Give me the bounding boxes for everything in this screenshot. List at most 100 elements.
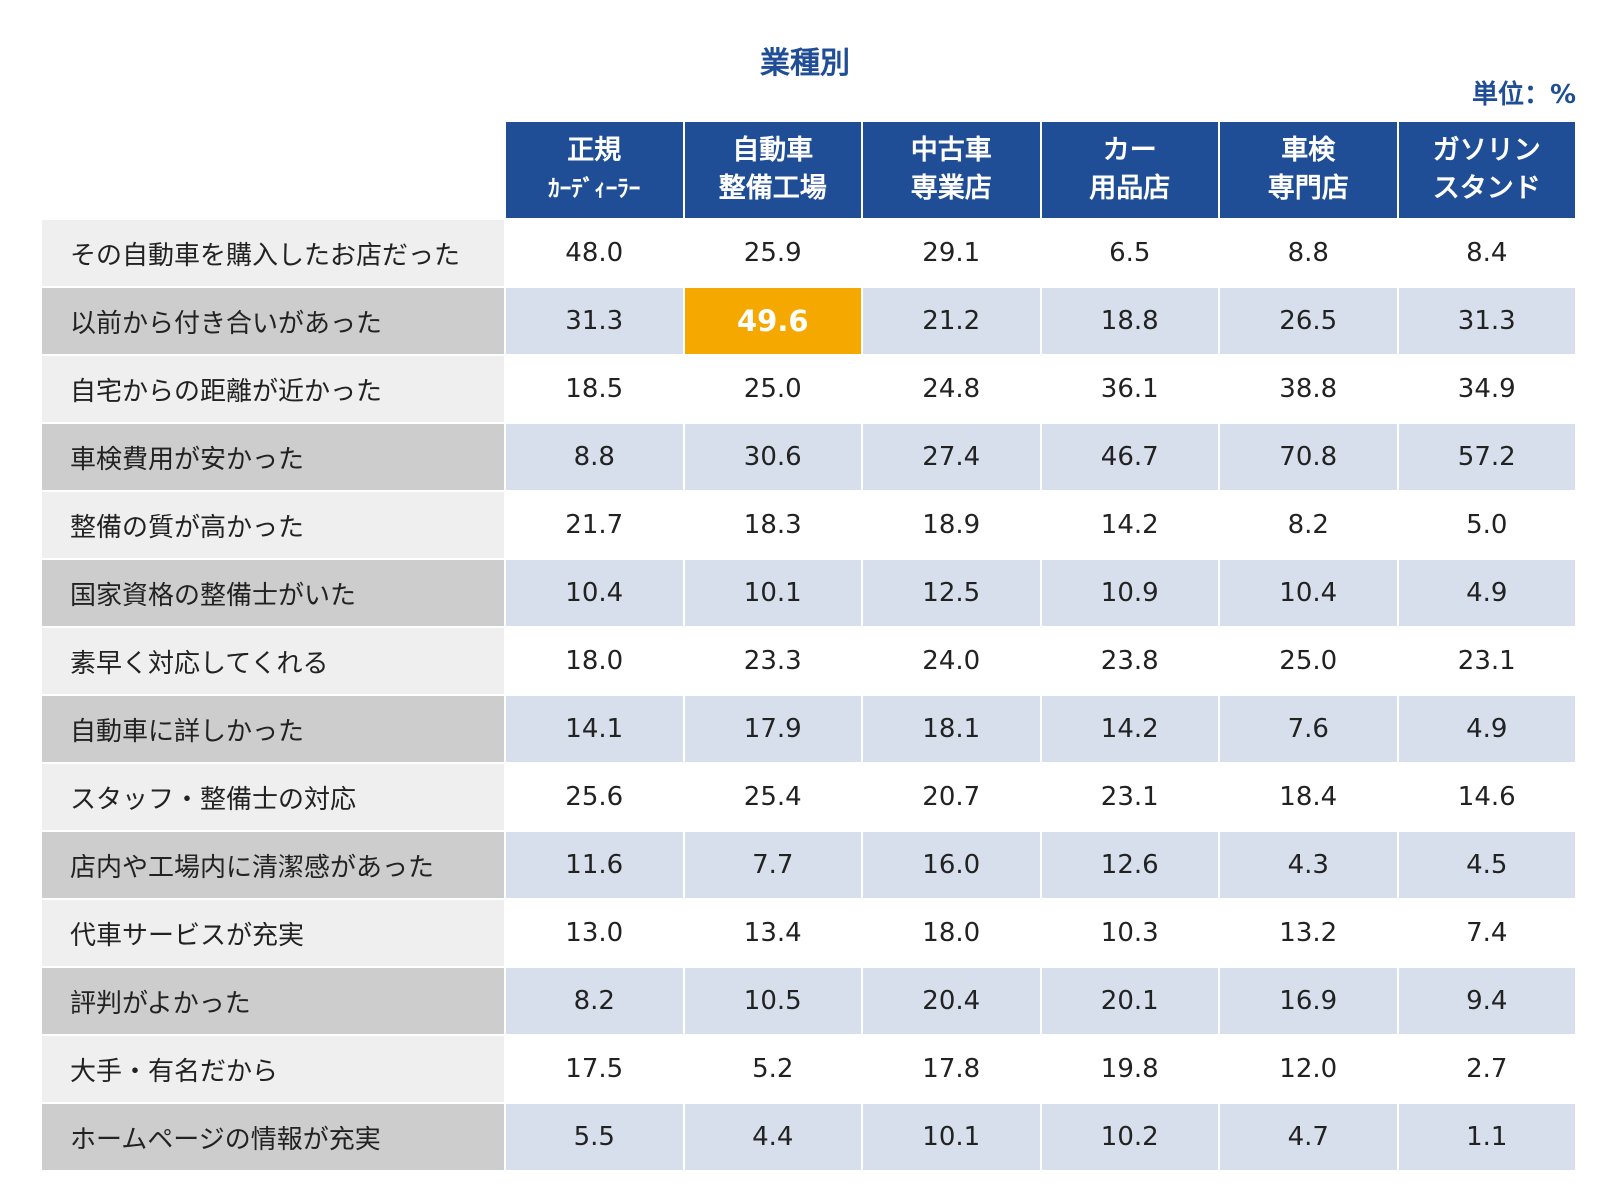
value-cell: 21.2 (863, 288, 1040, 354)
value-cell: 18.3 (684, 492, 861, 558)
table-row: 国家資格の整備士がいた 10.4 10.1 12.5 10.9 10.4 4.9 (42, 560, 1575, 626)
row-label: 以前から付き合いがあった (42, 288, 504, 354)
table-row: 自動車に詳しかった 14.1 17.9 18.1 14.2 7.6 4.9 (42, 696, 1575, 762)
value-cell: 20.1 (1041, 968, 1218, 1034)
value-cell: 14.6 (1398, 764, 1575, 830)
value-cell: 5.0 (1398, 492, 1575, 558)
value-cell: 18.8 (1041, 288, 1218, 354)
column-header-line1: 車検 (1281, 135, 1336, 166)
row-label: 国家資格の整備士がいた (42, 560, 504, 626)
header-row: 正規 ｶｰﾃﾞｨｰﾗｰ 自動車 整備工場 中古車 専業店 カー 用品店 車検 専門店 ガソリン スタン… (42, 122, 1575, 218)
row-label: スタッフ・整備士の対応 (42, 764, 504, 830)
value-cell: 18.0 (863, 900, 1040, 966)
value-cell: 57.2 (1398, 424, 1575, 490)
value-cell: 27.4 (863, 424, 1040, 490)
column-header-line2: ｶｰﾃﾞｨｰﾗｰ (548, 176, 641, 202)
table-row: 自宅からの距離が近かった 18.5 25.0 24.8 36.1 38.8 34.9 (42, 356, 1575, 422)
column-header: 車検 専門店 (1220, 122, 1397, 218)
value-cell: 25.0 (684, 356, 861, 422)
row-label: 店内や工場内に清潔感があった (42, 832, 504, 898)
value-cell: 46.7 (1041, 424, 1218, 490)
value-cell: 11.6 (506, 832, 683, 898)
value-cell: 4.5 (1398, 832, 1575, 898)
column-header: 自動車 整備工場 (684, 122, 861, 218)
value-cell: 25.0 (1220, 628, 1397, 694)
value-cell: 48.0 (506, 220, 683, 286)
value-cell: 8.8 (506, 424, 683, 490)
column-header-line2: 専門店 (1267, 173, 1349, 204)
value-cell: 20.4 (863, 968, 1040, 1034)
value-cell: 16.0 (863, 832, 1040, 898)
value-cell: 17.9 (684, 696, 861, 762)
row-label: 自動車に詳しかった (42, 696, 504, 762)
value-cell: 70.8 (1220, 424, 1397, 490)
column-header: ガソリン スタンド (1398, 122, 1575, 218)
value-cell: 12.6 (1041, 832, 1218, 898)
value-cell: 6.5 (1041, 220, 1218, 286)
table-row: 代車サービスが充実 13.0 13.4 18.0 10.3 13.2 7.4 (42, 900, 1575, 966)
value-cell: 12.5 (863, 560, 1040, 626)
row-label: 評判がよかった (42, 968, 504, 1034)
value-cell: 16.9 (1220, 968, 1397, 1034)
value-cell: 21.7 (506, 492, 683, 558)
value-cell: 13.2 (1220, 900, 1397, 966)
value-cell: 25.9 (684, 220, 861, 286)
value-cell: 5.2 (684, 1036, 861, 1102)
column-header-line1: 自動車 (732, 135, 814, 166)
table-row: 大手・有名だから 17.5 5.2 17.8 19.8 12.0 2.7 (42, 1036, 1575, 1102)
value-cell: 36.1 (1041, 356, 1218, 422)
value-cell: 19.8 (1041, 1036, 1218, 1102)
value-cell: 13.4 (684, 900, 861, 966)
data-table: 正規 ｶｰﾃﾞｨｰﾗｰ 自動車 整備工場 中古車 専業店 カー 用品店 車検 専門店 ガソリン スタン… (40, 120, 1577, 1172)
value-cell: 10.9 (1041, 560, 1218, 626)
table-body: その自動車を購入したお店だった 48.0 25.9 29.1 6.5 8.8 8.4 以前から… (42, 220, 1575, 1170)
row-label: 自宅からの距離が近かった (42, 356, 504, 422)
row-label: 素早く対応してくれる (42, 628, 504, 694)
value-cell: 20.7 (863, 764, 1040, 830)
value-cell: 5.5 (506, 1104, 683, 1170)
value-cell: 34.9 (1398, 356, 1575, 422)
row-label: その自動車を購入したお店だった (42, 220, 504, 286)
chart-title: 業種別 (760, 46, 850, 81)
table-row: 店内や工場内に清潔感があった 11.6 7.7 16.0 12.6 4.3 4.5 (42, 832, 1575, 898)
value-cell: 18.1 (863, 696, 1040, 762)
value-cell: 10.4 (506, 560, 683, 626)
value-cell: 30.6 (684, 424, 861, 490)
column-header: 中古車 専業店 (863, 122, 1040, 218)
row-label: 大手・有名だから (42, 1036, 504, 1102)
value-cell: 7.4 (1398, 900, 1575, 966)
value-cell: 24.0 (863, 628, 1040, 694)
column-header: カー 用品店 (1041, 122, 1218, 218)
table-row: 素早く対応してくれる 18.0 23.3 24.0 23.8 25.0 23.1 (42, 628, 1575, 694)
value-cell: 1.1 (1398, 1104, 1575, 1170)
value-cell: 10.5 (684, 968, 861, 1034)
value-cell: 4.4 (684, 1104, 861, 1170)
value-cell: 4.9 (1398, 696, 1575, 762)
table-row: ホームページの情報が充実 5.5 4.4 10.1 10.2 4.7 1.1 (42, 1104, 1575, 1170)
column-header-line1: ガソリン (1432, 135, 1541, 166)
value-cell: 9.4 (1398, 968, 1575, 1034)
column-header-line1: カー (1102, 135, 1157, 166)
value-cell: 7.6 (1220, 696, 1397, 762)
row-label: ホームページの情報が充実 (42, 1104, 504, 1170)
header-corner (42, 122, 504, 218)
value-cell: 24.8 (863, 356, 1040, 422)
value-cell: 25.4 (684, 764, 861, 830)
column-header: 正規 ｶｰﾃﾞｨｰﾗｰ (506, 122, 683, 218)
column-header-line2: 整備工場 (718, 173, 827, 204)
value-cell: 12.0 (1220, 1036, 1397, 1102)
column-header-line1: 中古車 (910, 135, 992, 166)
table-row: 車検費用が安かった 8.8 30.6 27.4 46.7 70.8 57.2 (42, 424, 1575, 490)
value-cell: 31.3 (506, 288, 683, 354)
value-cell: 18.9 (863, 492, 1040, 558)
value-cell: 23.1 (1398, 628, 1575, 694)
value-cell: 10.1 (863, 1104, 1040, 1170)
unit-label: 単位：% (1471, 80, 1576, 110)
value-cell: 8.2 (1220, 492, 1397, 558)
value-cell: 38.8 (1220, 356, 1397, 422)
value-cell: 25.6 (506, 764, 683, 830)
highlighted-value-cell: 49.6 (684, 288, 861, 354)
row-label: 代車サービスが充実 (42, 900, 504, 966)
value-cell: 14.2 (1041, 492, 1218, 558)
value-cell: 13.0 (506, 900, 683, 966)
